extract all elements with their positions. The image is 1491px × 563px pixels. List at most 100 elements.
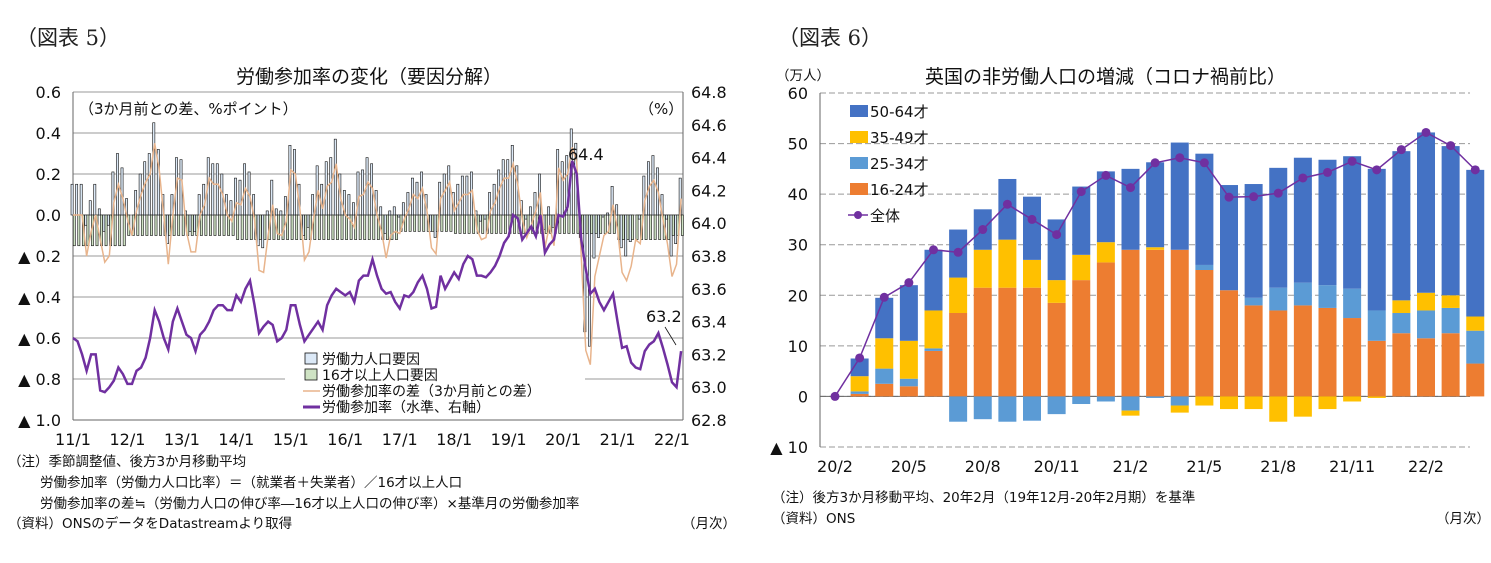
- labor-force-bar: [197, 194, 201, 216]
- population-bar: [376, 214, 380, 240]
- population-bar: [227, 214, 230, 236]
- stacked-bar-segment: [1293, 396, 1312, 417]
- population-bar: [585, 214, 589, 234]
- labor-force-bar: [524, 214, 528, 220]
- labor-force-bar: [392, 206, 396, 216]
- labor-force-bar: [156, 149, 160, 216]
- stacked-bar-segment: [1195, 264, 1214, 270]
- x-tick-label: 20/2: [817, 457, 853, 476]
- right-tick-label: 64.8: [691, 83, 727, 102]
- x-tick-label: 21/8: [1260, 457, 1296, 476]
- population-bar: [317, 214, 321, 240]
- population-bar: [594, 214, 598, 234]
- stacked-bar-segment: [1269, 287, 1288, 311]
- left-tick-label: 0.0: [36, 206, 61, 225]
- y-tick-label: 40: [788, 185, 808, 204]
- labor-force-bar: [551, 214, 555, 228]
- total-point: [830, 391, 840, 401]
- stacked-bar-segment: [1417, 132, 1435, 293]
- population-bar: [567, 214, 571, 234]
- right-tick-label: 64.0: [691, 214, 727, 233]
- x-tick-label: 21/1: [600, 430, 636, 449]
- labor-force-bar: [610, 186, 614, 216]
- labor-force-bar: [388, 210, 392, 216]
- labor-force-bar: [215, 163, 219, 216]
- legend-label: 35-49才: [870, 129, 929, 147]
- population-bar: [327, 214, 330, 240]
- y-tick-label: 20: [788, 286, 808, 305]
- stacked-bar-segment: [1367, 168, 1386, 311]
- stacked-bar-segment: [1269, 167, 1288, 288]
- labor-force-bar: [624, 214, 628, 257]
- figure-5-note-3: 労働参加率の差≒（労働力人口の伸び率―16才以上人口の伸び率）×基準月の労働参加…: [40, 496, 580, 512]
- stacked-bar-segment: [1441, 307, 1460, 334]
- total-point: [1396, 145, 1406, 155]
- stacked-bar-segment: [1343, 288, 1362, 319]
- stacked-bar-segment: [1244, 184, 1263, 298]
- total-point: [1421, 127, 1431, 137]
- population-bar: [290, 214, 294, 240]
- population-bar: [322, 214, 326, 240]
- population-bar: [422, 214, 426, 232]
- stacked-bar-segment: [998, 287, 1017, 397]
- x-tick-label: 11/1: [55, 430, 91, 449]
- stacked-bar-segment: [924, 249, 943, 311]
- figure-5-source: （資料）ONSのデータをDatastreamより取得: [8, 516, 293, 532]
- stacked-bar-segment: [1392, 300, 1411, 313]
- stacked-bar-segment: [998, 239, 1017, 288]
- y-tick-label: 0: [798, 387, 808, 406]
- population-bar: [295, 214, 299, 240]
- population-bar: [458, 214, 462, 234]
- labor-force-bar: [483, 214, 487, 220]
- figure-5-title: 労働参加率の変化（要因分解）: [236, 66, 503, 88]
- x-tick-label: 20/8: [965, 457, 1001, 476]
- stacked-bar-segment: [1195, 270, 1214, 397]
- labor-force-bar: [501, 159, 505, 216]
- population-bar: [413, 214, 417, 232]
- stacked-bar-segment: [1072, 186, 1091, 255]
- population-bar: [286, 214, 289, 240]
- labor-force-bar: [333, 138, 337, 216]
- figure-5-note-2: 労働参加率（労働力人口比率）＝（就業者＋失業者）／16才以上人口: [40, 475, 463, 491]
- labor-force-bar: [93, 183, 97, 216]
- total-point: [1175, 153, 1185, 163]
- labor-force-bar: [279, 210, 283, 216]
- left-tick-label: ▲ 0.6: [18, 329, 61, 348]
- left-tick-label: ▲ 0.2: [18, 247, 61, 266]
- labor-force-bar: [361, 169, 364, 216]
- stacked-bar-segment: [1318, 307, 1337, 397]
- labor-force-bar: [261, 214, 265, 249]
- stacked-bar-segment: [1269, 396, 1288, 422]
- population-bar: [218, 214, 221, 236]
- population-bar: [345, 214, 348, 240]
- labor-force-bar: [274, 208, 278, 216]
- stacked-bar-segment: [998, 178, 1017, 240]
- stacked-bar-segment: [1441, 295, 1460, 308]
- stacked-bar-segment: [1047, 396, 1066, 415]
- x-tick-label: 21/5: [1186, 457, 1222, 476]
- figure-5-label: （図表 5）: [16, 26, 121, 50]
- y-tick-label: ▲ 10: [770, 438, 808, 457]
- population-bar: [181, 214, 185, 236]
- population-bar: [177, 214, 181, 236]
- stacked-bar-segment: [1170, 405, 1189, 413]
- labor-force-bar: [651, 155, 655, 216]
- stacked-bar-segment: [1096, 242, 1115, 263]
- labor-force-bar: [510, 145, 514, 216]
- stacked-bar-segment: [1072, 396, 1091, 405]
- y-tick-label: 30: [788, 236, 808, 255]
- stacked-bar-segment: [1244, 396, 1263, 410]
- stacked-bar-segment: [1047, 280, 1066, 303]
- stacked-bar-segment: [1466, 169, 1485, 317]
- population-bar: [499, 214, 503, 234]
- population-bar: [445, 214, 448, 232]
- x-tick-label: 20/5: [891, 457, 927, 476]
- labor-force-bar: [456, 183, 460, 216]
- labor-force-bar: [406, 192, 410, 216]
- right-tick-label: 63.6: [691, 280, 727, 299]
- x-tick-label: 19/1: [491, 430, 527, 449]
- labor-force-bar: [515, 165, 519, 216]
- population-bar: [658, 214, 662, 240]
- labor-force-bar: [147, 153, 151, 216]
- labor-force-bar: [665, 214, 668, 220]
